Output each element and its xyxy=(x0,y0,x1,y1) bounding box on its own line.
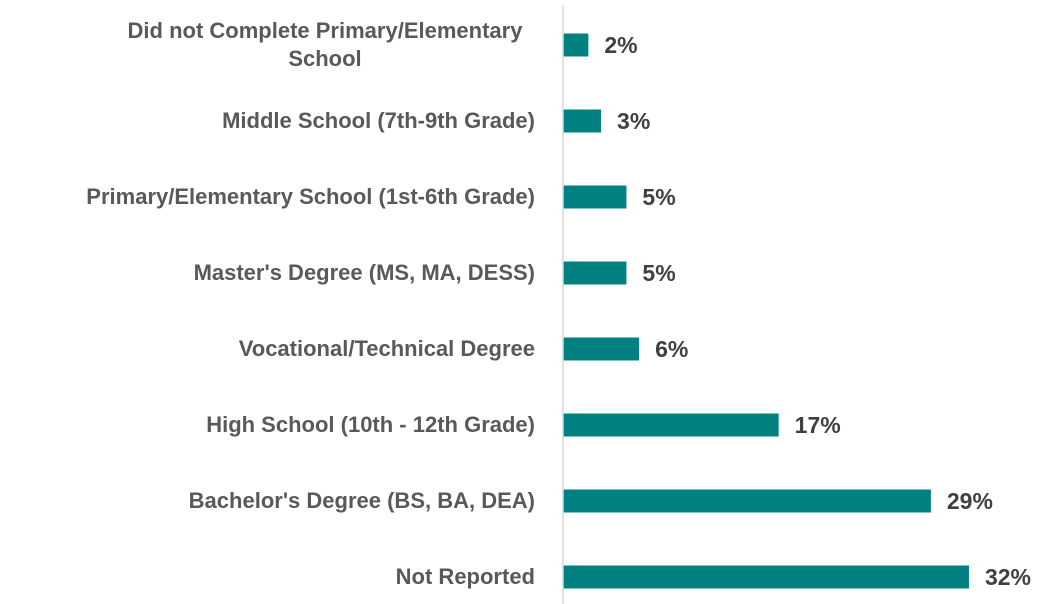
value-label: 32% xyxy=(985,564,1031,590)
bar xyxy=(563,565,969,589)
bar xyxy=(563,489,931,513)
category-label: Not Reported xyxy=(395,564,535,589)
category-label: High School (10th - 12th Grade) xyxy=(206,412,535,437)
bar xyxy=(563,413,779,437)
category-label: Middle School (7th-9th Grade) xyxy=(222,108,535,133)
value-label: 17% xyxy=(795,412,841,438)
category-label: Bachelor's Degree (BS, BA, DEA) xyxy=(188,488,535,513)
category-label: Primary/Elementary School (1st-6th Grade… xyxy=(86,184,535,209)
bar xyxy=(563,185,627,209)
bar xyxy=(563,337,640,361)
value-label: 29% xyxy=(947,488,993,514)
value-label: 5% xyxy=(642,184,675,210)
bar xyxy=(563,109,602,133)
category-label: Vocational/Technical Degree xyxy=(238,336,535,361)
value-label: 2% xyxy=(604,32,637,58)
bar xyxy=(563,261,627,285)
value-label: 5% xyxy=(642,260,675,286)
value-label: 6% xyxy=(655,336,688,362)
category-label: Master's Degree (MS, MA, DESS) xyxy=(193,260,535,285)
bar xyxy=(563,33,589,57)
category-label: Did not Complete Primary/Elementary Scho… xyxy=(127,18,523,71)
value-label: 3% xyxy=(617,108,650,134)
